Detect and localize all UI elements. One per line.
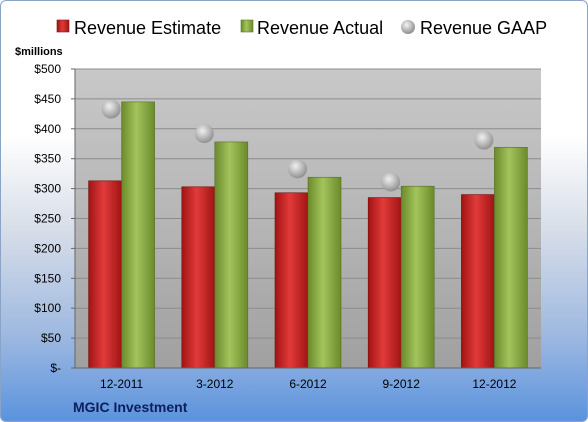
x-tick-label: 3-2012 — [196, 377, 234, 391]
y-tick-label: $50 — [41, 331, 61, 345]
x-tick-label: 12-2012 — [472, 377, 516, 391]
x-tick-label: 6-2012 — [289, 377, 327, 391]
y-tick-label: $- — [50, 361, 61, 375]
legend-marker-gaap — [401, 20, 415, 34]
y-tick-label: $400 — [34, 122, 61, 136]
y-tick-label: $250 — [34, 212, 61, 226]
bar-revenue-actual — [307, 176, 342, 369]
x-tick-label: 9-2012 — [383, 377, 421, 391]
legend-label-estimate: Revenue Estimate — [74, 18, 221, 38]
bar-revenue-estimate — [88, 180, 122, 369]
point-revenue-gaap — [194, 124, 214, 144]
legend: Revenue Estimate Revenue Actual Revenue … — [56, 18, 547, 38]
legend-label-gaap: Revenue GAAP — [420, 18, 547, 38]
bar-revenue-estimate — [274, 192, 309, 369]
y-tick-label: $500 — [34, 62, 61, 76]
bar-revenue-estimate — [181, 186, 216, 369]
unit-label: $millions — [15, 46, 63, 58]
bar-revenue-estimate — [367, 197, 402, 369]
company-name: MGIC Investment — [73, 399, 188, 415]
y-tick-label: $150 — [34, 271, 61, 285]
y-tick-label: $350 — [34, 152, 61, 166]
y-tick-label: $300 — [34, 182, 61, 196]
y-tick-label: $200 — [34, 241, 61, 255]
point-revenue-gaap — [288, 159, 307, 179]
bar-revenue-actual — [494, 147, 528, 369]
bars — [88, 101, 528, 369]
point-revenue-gaap — [474, 130, 494, 150]
y-axis: $- $50 $100 $150 $200 $250 $300 $350 $400 $450 $50… — [34, 62, 76, 375]
bar-revenue-actual — [400, 185, 435, 369]
bar-revenue-actual — [214, 141, 249, 369]
x-tick-label: 12-2011 — [100, 377, 143, 391]
legend-swatch-actual — [240, 19, 254, 33]
point-revenue-gaap — [101, 99, 121, 119]
bar-revenue-actual — [121, 101, 155, 369]
x-axis: 12-2011 3-2012 6-2012 9-2012 12-2012 — [75, 367, 541, 391]
point-revenue-gaap — [381, 172, 401, 192]
legend-label-actual: Revenue Actual — [257, 18, 383, 38]
gaap-points — [101, 99, 494, 192]
bar-revenue-estimate — [461, 194, 495, 369]
y-tick-label: $100 — [34, 301, 61, 315]
y-tick-label: $450 — [34, 92, 61, 106]
legend-swatch-estimate — [56, 19, 70, 33]
